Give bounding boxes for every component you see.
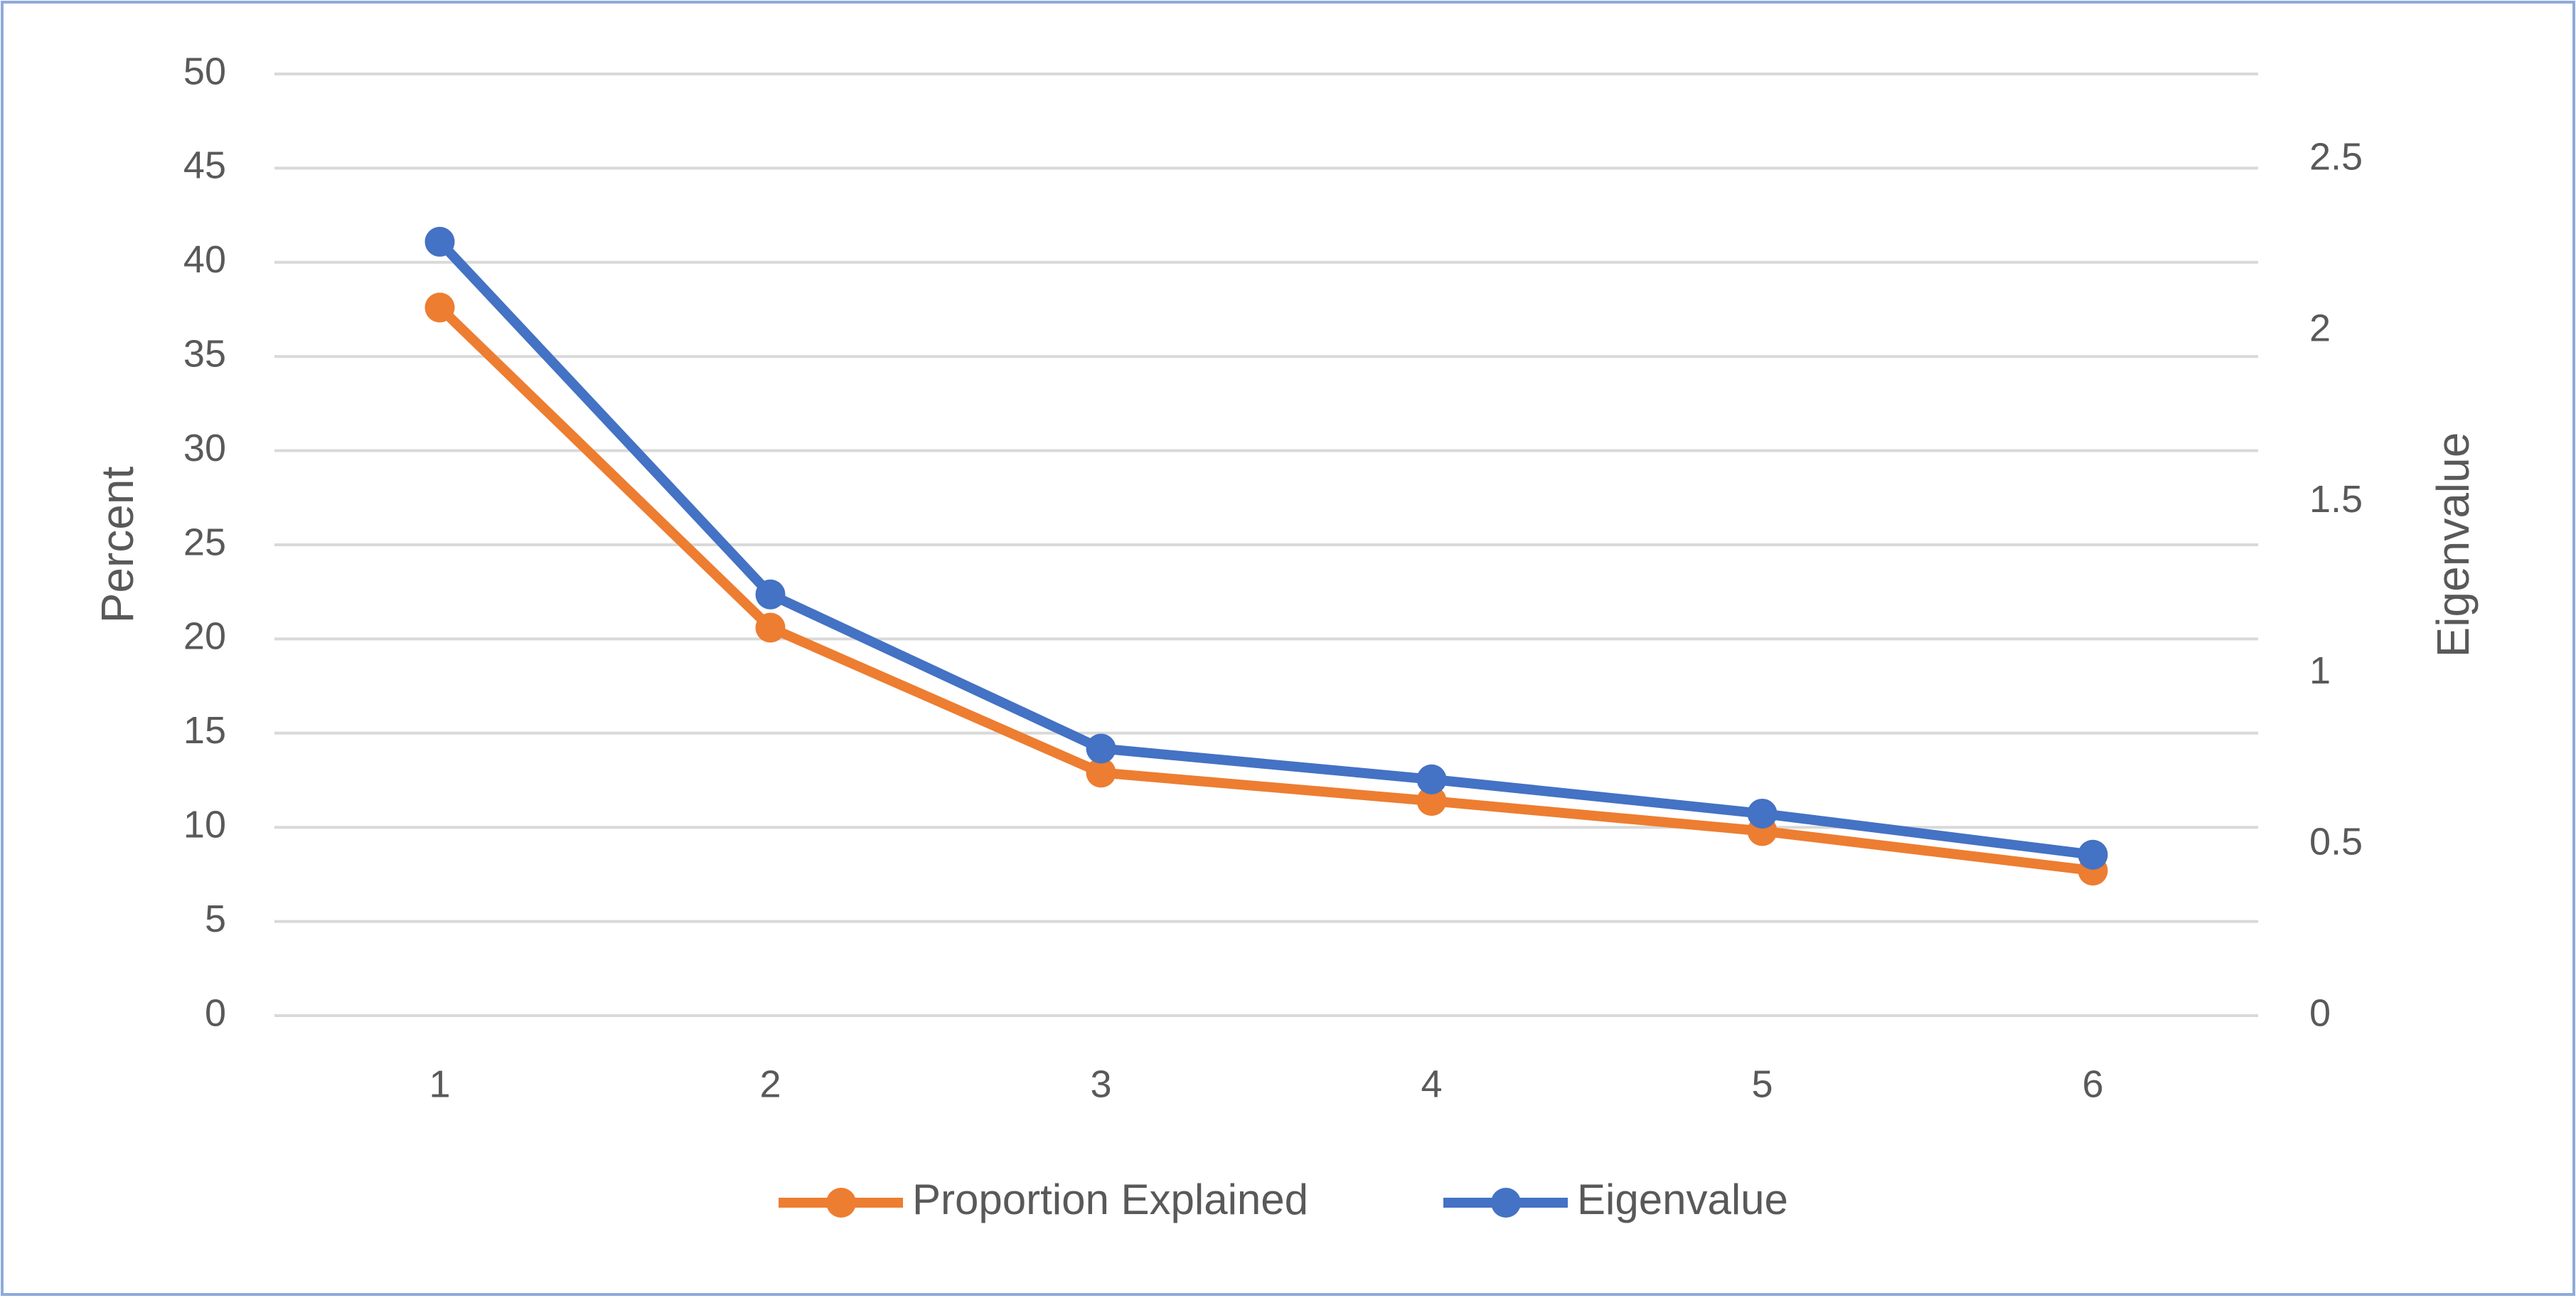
x-tick-label: 4	[1421, 1063, 1442, 1105]
y-tick-label: 20	[183, 615, 226, 658]
x-tick-label: 5	[1751, 1063, 1773, 1105]
data-point	[755, 612, 786, 643]
data-point	[755, 579, 786, 610]
y2-tick-label: 2.5	[2309, 136, 2363, 179]
legend-marker	[826, 1188, 856, 1218]
legend-marker	[1491, 1188, 1521, 1218]
y-axis-title: Percent	[92, 467, 143, 624]
data-point	[1416, 764, 1447, 794]
series-line	[436, 304, 2094, 876]
data-point	[2078, 839, 2108, 870]
y-tick-label: 5	[205, 898, 226, 940]
y2-tick-label: 1	[2309, 649, 2331, 692]
y2-tick-label: 1.5	[2309, 478, 2363, 521]
data-point	[424, 226, 455, 257]
y2-axis-title: Eigenvalue	[2427, 432, 2479, 658]
y-tick-label: 25	[183, 521, 226, 563]
y-tick-label: 30	[183, 427, 226, 469]
data-point	[424, 292, 455, 323]
x-tick-label: 1	[429, 1063, 450, 1105]
y-tick-label: 50	[183, 50, 226, 92]
data-point	[1416, 786, 1447, 816]
legend-label: Proportion Explained	[912, 1176, 1308, 1223]
data-point	[1747, 798, 1778, 829]
y-tick-label: 35	[183, 332, 226, 375]
x-tick-label: 3	[1090, 1063, 1111, 1105]
data-point	[1086, 733, 1116, 764]
y-tick-label: 0	[205, 991, 226, 1034]
y-tick-label: 15	[183, 709, 226, 752]
x-tick-label: 2	[759, 1063, 781, 1105]
legend-label: Eigenvalue	[1577, 1176, 1788, 1223]
y-tick-label: 40	[183, 238, 226, 281]
y-tick-label: 10	[183, 803, 226, 846]
y2-tick-label: 2	[2309, 307, 2331, 349]
y2-tick-label: 0	[2309, 991, 2331, 1034]
series-line	[436, 238, 2094, 860]
x-tick-label: 6	[2082, 1063, 2103, 1105]
y-tick-label: 45	[183, 144, 226, 187]
y2-tick-label: 0.5	[2309, 821, 2363, 863]
data-point	[1086, 757, 1116, 788]
